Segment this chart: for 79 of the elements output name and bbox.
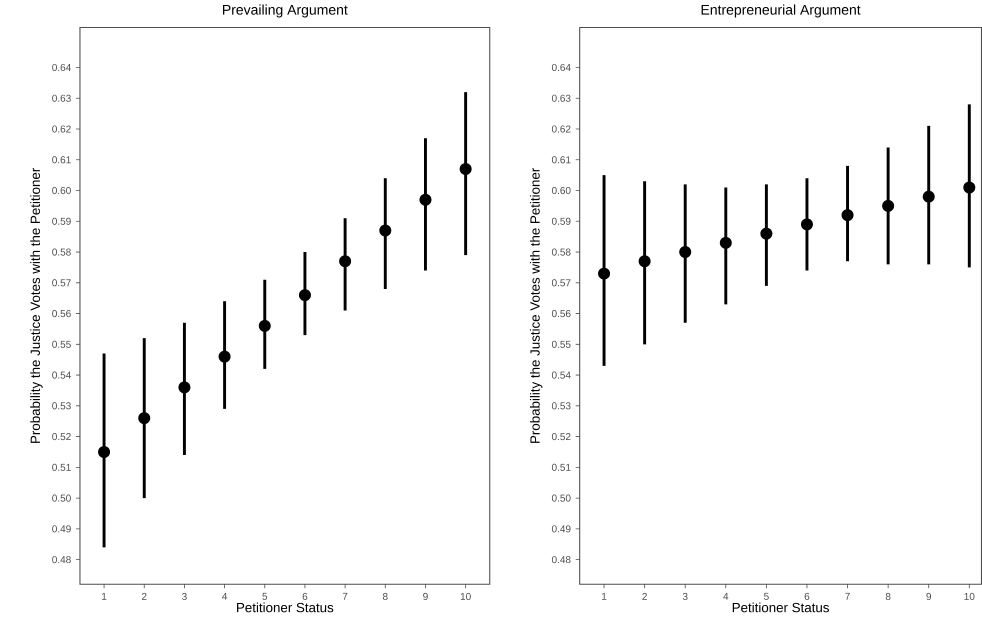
x-tick-label: 6 xyxy=(804,592,810,600)
y-tick-label: 0.56 xyxy=(52,310,71,318)
point xyxy=(720,236,732,249)
y-tick-label: 0.61 xyxy=(52,156,71,164)
y-tick-label: 0.52 xyxy=(52,432,71,440)
y-tick-label: 0.50 xyxy=(52,494,71,502)
x-tick-label: 9 xyxy=(423,592,428,600)
y-tick-label: 0.51 xyxy=(52,464,71,471)
point xyxy=(800,218,813,230)
chart-title: Prevailing Argument xyxy=(223,4,348,18)
x-axis-title: Petitioner Status xyxy=(732,602,829,612)
y-tick-label: 0.60 xyxy=(552,186,571,194)
y-tick-label: 0.48 xyxy=(552,556,571,564)
x-tick-label: 1 xyxy=(102,592,106,600)
y-tick-label: 0.56 xyxy=(552,310,571,318)
y-tick-label: 0.60 xyxy=(52,186,71,194)
y-tick-label: 0.53 xyxy=(52,402,71,410)
y-axis-title: Probability the Justice Votes with the Petitioner xyxy=(530,168,542,443)
chart-title: Entrepreneurial Argument xyxy=(702,4,861,18)
y-tick-label: 0.48 xyxy=(52,556,71,564)
y-tick-label: 0.55 xyxy=(552,340,571,348)
y-tick-label: 0.49 xyxy=(52,525,71,532)
x-tick-label: 3 xyxy=(682,592,688,600)
point xyxy=(298,289,311,302)
point xyxy=(598,267,610,280)
y-tick-label: 0.53 xyxy=(552,402,571,410)
y-tick-label: 0.62 xyxy=(52,125,71,132)
point xyxy=(922,190,935,203)
x-tick-label: 8 xyxy=(886,592,890,600)
point xyxy=(178,381,190,394)
y-axis-title: Probability the Justice Votes with the Petitioner xyxy=(30,168,43,443)
point xyxy=(98,446,110,458)
y-tick-label: 0.55 xyxy=(52,340,71,348)
y-tick-label: 0.50 xyxy=(552,494,571,502)
y-tick-label: 0.62 xyxy=(552,125,570,132)
point xyxy=(679,246,692,258)
x-tick-label: 4 xyxy=(222,592,228,600)
x-tick-label: 8 xyxy=(382,592,388,600)
x-axis-title: Petitioner Status xyxy=(237,602,334,612)
y-tick-label: 0.54 xyxy=(552,371,571,379)
y-tick-label: 0.64 xyxy=(552,64,571,71)
y-tick-label: 0.63 xyxy=(552,94,571,102)
y-tick-label: 0.58 xyxy=(552,248,571,256)
point xyxy=(379,224,392,236)
x-tick-label: 2 xyxy=(642,592,647,600)
x-tick-label: 7 xyxy=(342,592,348,600)
y-tick-label: 0.57 xyxy=(552,279,570,286)
y-tick-label: 0.49 xyxy=(552,525,571,532)
point xyxy=(460,162,472,175)
y-tick-label: 0.61 xyxy=(552,156,571,164)
point xyxy=(258,320,271,332)
point xyxy=(419,194,432,206)
x-tick-label: 10 xyxy=(460,592,471,600)
x-tick-label: 5 xyxy=(262,592,268,600)
y-tick-label: 0.64 xyxy=(52,64,71,71)
point xyxy=(218,350,231,363)
y-tick-label: 0.51 xyxy=(552,464,571,471)
x-tick-label: 6 xyxy=(302,592,308,600)
point xyxy=(638,255,651,268)
x-tick-label: 9 xyxy=(926,592,932,600)
y-tick-label: 0.59 xyxy=(552,218,571,225)
x-tick-label: 4 xyxy=(723,592,728,600)
x-tick-label: 1 xyxy=(602,592,606,600)
point xyxy=(760,227,772,240)
y-tick-label: 0.54 xyxy=(52,371,71,379)
y-tick-label: 0.52 xyxy=(552,432,570,440)
x-tick-label: 7 xyxy=(845,592,850,600)
point xyxy=(842,209,854,222)
y-tick-label: 0.58 xyxy=(52,248,71,256)
x-tick-label: 5 xyxy=(764,592,769,600)
point xyxy=(138,412,150,424)
y-tick-label: 0.63 xyxy=(52,94,71,102)
y-tick-label: 0.59 xyxy=(52,218,71,225)
x-tick-label: 10 xyxy=(964,592,974,600)
point xyxy=(339,255,352,268)
point xyxy=(882,200,894,212)
x-tick-label: 3 xyxy=(182,592,187,600)
y-tick-label: 0.57 xyxy=(52,279,71,286)
x-tick-label: 2 xyxy=(142,592,147,600)
